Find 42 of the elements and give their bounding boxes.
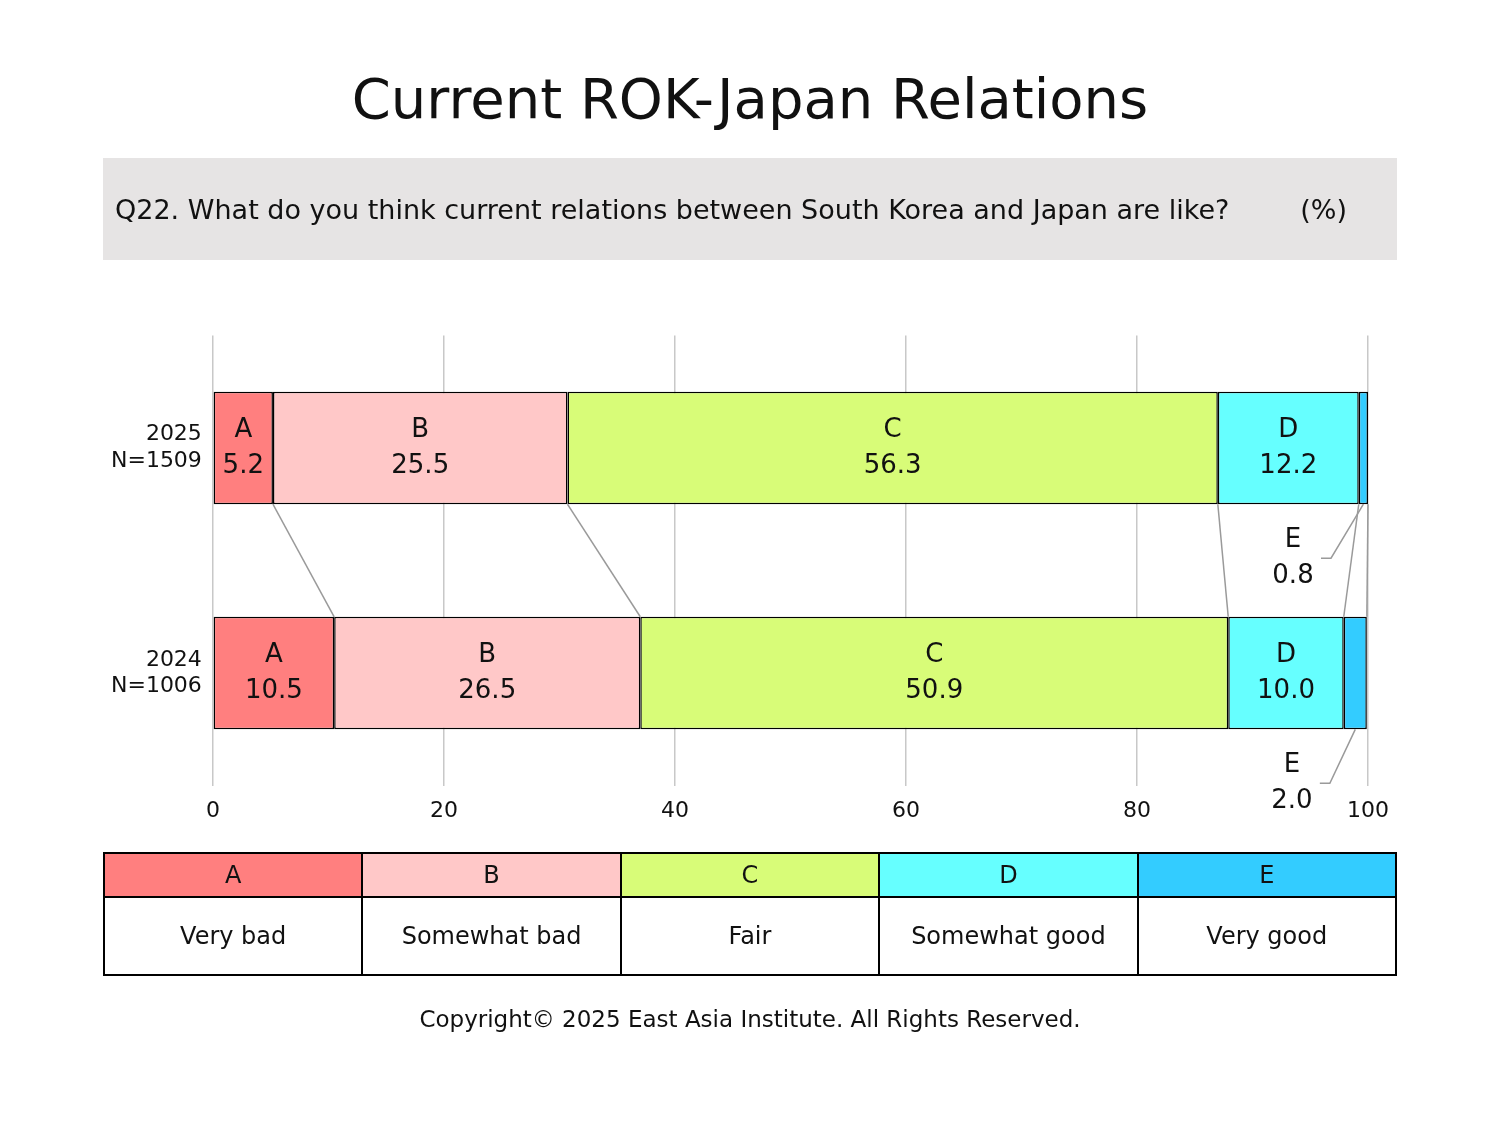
x-tick-label: 40: [660, 796, 689, 822]
series-label: E: [1283, 748, 1301, 779]
text: D: [999, 861, 1018, 889]
x-tick-label: 20: [429, 796, 458, 822]
text: Somewhat bad: [362, 897, 621, 975]
series-label: C: [883, 412, 902, 443]
y-tick-label: 2024 N=1006: [110, 645, 202, 697]
data-label: 10.0: [1257, 673, 1315, 704]
data-label: 0.8: [1272, 558, 1314, 589]
text: D: [1275, 637, 1296, 668]
series-label: A: [234, 412, 253, 443]
data-label: 25.5: [391, 448, 450, 479]
series-label: D: [1278, 412, 1299, 443]
text: E: [1259, 861, 1275, 889]
x-tick-label: 60: [891, 796, 920, 822]
text: C: [741, 861, 759, 889]
data-label: 5.2: [222, 448, 264, 479]
data-label: 50.9: [905, 673, 964, 704]
series-label: B: [411, 412, 430, 443]
text: B: [478, 637, 497, 668]
y-tick-label: 2025 N=1509: [110, 420, 202, 472]
data-label: 10.5: [244, 673, 303, 704]
text: A: [224, 861, 242, 889]
text: Somewhat good: [879, 897, 1138, 975]
text: A: [265, 637, 283, 668]
x-tick-label: 80: [1122, 796, 1151, 822]
x-tick-label: 0: [205, 796, 220, 822]
text: C: [925, 637, 944, 668]
chart-subtitle: Q22. What do you think current relations between South Korea and Japan are like?: [115, 193, 1230, 225]
data-label: 2.0: [1271, 784, 1313, 815]
text: (%): [1300, 193, 1347, 225]
data-label: 12.2: [1259, 448, 1318, 479]
text: Fair: [620, 897, 880, 975]
chart-title: Current ROK-Japan Relations: [350, 65, 1150, 133]
text: E: [1284, 522, 1302, 553]
text: Very bad: [104, 897, 363, 975]
text: B: [483, 861, 500, 889]
text: Copyright© 2025 East Asia Institute. All Rights Reserved.: [418, 1006, 1082, 1032]
text: Very good: [1137, 897, 1396, 975]
data-label: 56.3: [863, 448, 922, 479]
x-tick-label: 100: [1347, 796, 1389, 822]
data-label: 26.5: [458, 673, 517, 704]
